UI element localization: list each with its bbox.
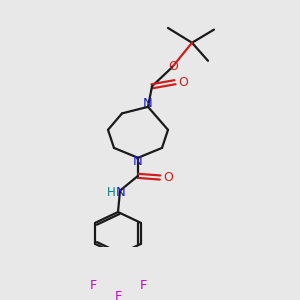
Text: F: F	[89, 280, 97, 292]
Text: F: F	[114, 290, 122, 300]
Text: F: F	[140, 280, 147, 292]
Text: O: O	[178, 76, 188, 89]
Text: N: N	[133, 155, 143, 168]
Text: O: O	[163, 171, 173, 184]
Text: N: N	[116, 186, 126, 199]
Text: N: N	[143, 97, 153, 110]
Text: O: O	[168, 60, 178, 73]
Text: H: H	[106, 186, 116, 199]
